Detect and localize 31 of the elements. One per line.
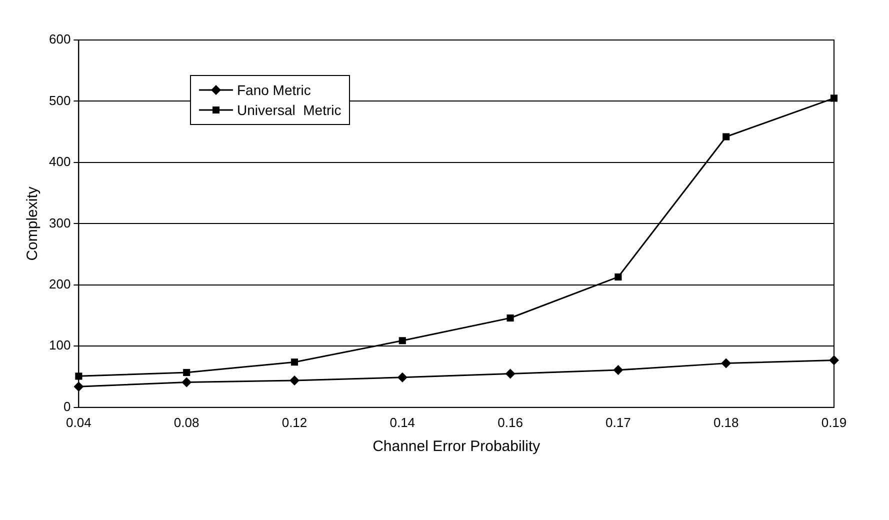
x-axis-title: Channel Error Probability: [372, 438, 541, 456]
point: [289, 375, 300, 386]
y-tick-label: 400: [48, 154, 71, 170]
point: [397, 372, 408, 382]
x-tick-label: 0.19: [821, 414, 847, 430]
legend-label: Fano Metric: [237, 81, 311, 100]
x-tick-label: 0.14: [390, 414, 416, 430]
point: [721, 358, 732, 368]
point: [722, 133, 730, 140]
point: [398, 337, 406, 344]
point: [613, 365, 624, 376]
y-tick-label: 300: [48, 215, 71, 230]
point: [290, 358, 298, 366]
y-tick-label: 500: [48, 92, 71, 108]
x-tick-label: 0.18: [713, 414, 739, 430]
point: [505, 368, 516, 379]
point: [614, 273, 622, 281]
y-tick-label: 200: [48, 276, 71, 292]
x-tick-label: 0.08: [174, 414, 200, 430]
x-tick-label: 0.12: [282, 414, 308, 430]
y-axis-title: Complexity: [24, 186, 42, 261]
x-tick-label: 0.16: [498, 414, 523, 430]
y-tick-label: 600: [48, 32, 71, 47]
x-tick-label: 0.04: [66, 414, 92, 430]
point: [506, 314, 514, 322]
y-tick-label: 100: [48, 338, 71, 353]
y-tick-label: 0: [63, 398, 71, 414]
x-tick-label: 0.17: [606, 414, 631, 430]
legend-label: Universal Metric: [237, 101, 342, 120]
point: [182, 377, 192, 388]
point: [183, 368, 190, 376]
